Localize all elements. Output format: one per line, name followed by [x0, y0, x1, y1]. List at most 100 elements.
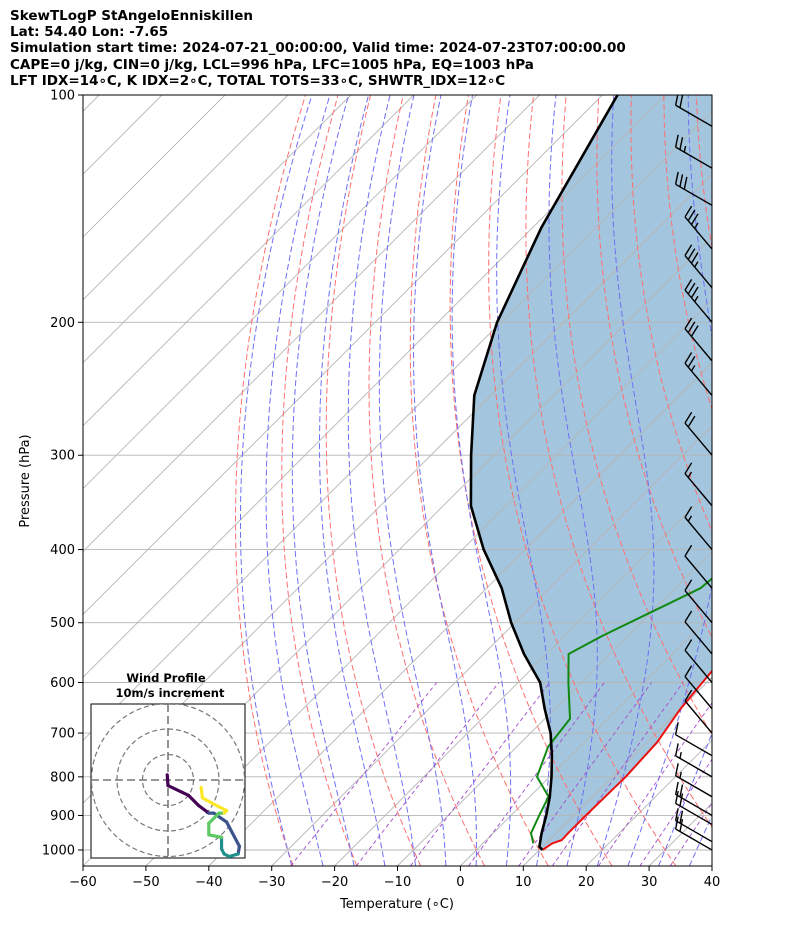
moist-adiabat	[627, 95, 712, 866]
moist-adiabat	[720, 95, 794, 866]
barb-flag	[674, 816, 679, 830]
barb-flag	[674, 808, 679, 821]
mixing-ratio-line	[355, 682, 500, 866]
moist-adiabat	[658, 731, 712, 866]
barb-flag	[684, 610, 693, 623]
wind-barb	[674, 171, 712, 206]
barb-flag	[683, 176, 688, 190]
wind-barb	[674, 808, 712, 843]
isotherm	[522, 676, 712, 866]
y-tick-label: 800	[50, 770, 75, 785]
barb-staff	[675, 802, 712, 826]
wind-barb	[674, 763, 712, 798]
barb-flag	[674, 743, 679, 756]
wind-barb	[674, 722, 712, 757]
wind-barb	[674, 743, 712, 778]
isotherm	[208, 362, 712, 866]
barb-flag	[674, 134, 679, 148]
x-axis-label: Temperature (∘C)	[339, 897, 454, 912]
y-tick-label: 700	[50, 727, 75, 742]
barb-staff	[675, 146, 712, 169]
moist-adiabat	[347, 95, 416, 866]
dry-adiabat	[561, 95, 712, 736]
chart-title: SkewTLogP StAngeloEnniskillen	[10, 8, 253, 24]
mixing-ratio-line	[290, 682, 438, 866]
barb-half-flag	[683, 145, 687, 153]
isotherm	[145, 299, 712, 866]
barb-staff	[684, 516, 712, 551]
barb-half-flag	[679, 771, 682, 779]
dry-adiabat	[409, 95, 549, 866]
isotherm	[83, 95, 540, 553]
hodograph-segment	[199, 786, 205, 800]
barb-staff	[684, 555, 712, 589]
dry-adiabat	[596, 95, 712, 639]
barb-flag	[679, 95, 684, 108]
wind-barb	[684, 579, 712, 624]
wind-barb	[684, 506, 712, 551]
isotherm	[711, 865, 712, 866]
barb-half-flag	[690, 365, 696, 372]
barb-flag	[684, 462, 693, 474]
barb-staff	[684, 362, 712, 396]
mixing-ratio-line	[598, 701, 712, 866]
moist-adiabat	[240, 95, 313, 866]
y-tick-label: 200	[50, 316, 75, 331]
moist-adiabat	[596, 95, 655, 866]
mixing-ratio-line	[551, 682, 684, 866]
wind-barb	[684, 665, 712, 710]
isotherm	[334, 487, 712, 866]
wind-barb	[684, 544, 712, 589]
barb-flag	[674, 722, 679, 735]
isotherm	[271, 425, 712, 866]
temperature-parcel-shading	[470, 95, 712, 850]
dry-adiabat	[663, 95, 712, 411]
hodograph-plot	[91, 704, 245, 858]
barb-flag	[690, 325, 699, 337]
dry-adiabat	[449, 95, 613, 866]
wind-barb	[674, 134, 712, 169]
barb-flag	[679, 137, 684, 150]
dry-adiabat	[325, 95, 422, 866]
moist-adiabat	[783, 95, 794, 866]
isotherm	[83, 95, 289, 301]
barb-flag	[684, 205, 693, 218]
wind-barb	[684, 205, 712, 250]
wind-barb	[684, 689, 712, 734]
barb-staff	[684, 649, 712, 683]
isotherm	[83, 95, 100, 112]
hodograph-segment	[165, 773, 170, 788]
barb-flag	[684, 689, 693, 702]
hodograph-title: Wind Profile	[126, 671, 206, 685]
barb-flag	[684, 317, 693, 330]
wind-barbs	[674, 95, 712, 851]
moist-adiabat	[451, 95, 512, 866]
mixing-ratio-line	[639, 758, 712, 866]
moist-adiabat	[319, 95, 386, 866]
barb-flag	[684, 579, 693, 591]
barb-flag	[690, 213, 699, 225]
barb-staff	[684, 255, 712, 289]
chart-header: SkewTLogP StAngeloEnniskillen Lat: 54.40…	[10, 8, 780, 89]
y-axis-label: Pressure (hPa)	[18, 434, 33, 527]
barb-staff	[675, 183, 712, 206]
wind-barb	[674, 790, 712, 826]
barb-flag	[679, 174, 684, 187]
y-tick-label: 300	[50, 449, 75, 464]
dry-adiabat	[235, 95, 306, 866]
isotherm	[83, 110, 712, 741]
barb-flag	[684, 639, 693, 651]
y-tick-label: 900	[50, 809, 75, 824]
hodograph-segment	[200, 796, 219, 808]
x-tick-label: −50	[132, 875, 159, 890]
x-tick-label: 30	[641, 875, 658, 890]
barb-staff	[675, 104, 712, 127]
barb-flag	[690, 286, 699, 299]
barb-staff	[684, 328, 712, 362]
barb-half-flag	[694, 261, 699, 268]
barb-staff	[675, 775, 712, 798]
x-tick-label: 40	[704, 875, 721, 890]
barb-flag	[684, 665, 693, 677]
wind-barb	[684, 352, 712, 396]
